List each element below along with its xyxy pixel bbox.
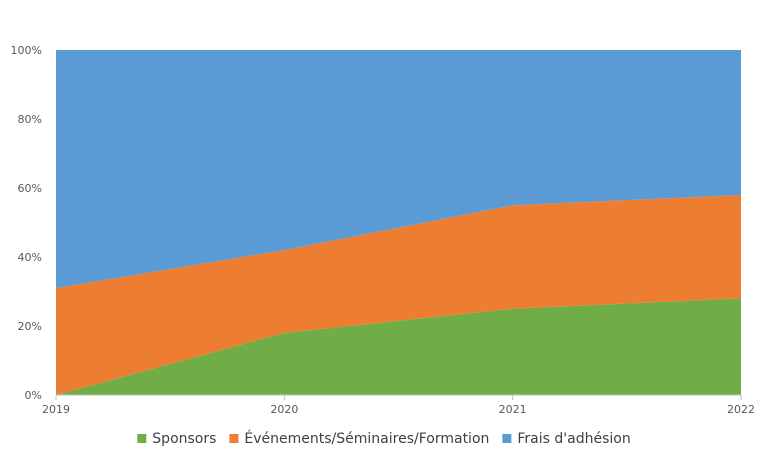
legend: Sponsors Événements/Séminaires/Formation F… — [137, 430, 631, 447]
y-tick-label: 0% — [25, 389, 42, 402]
area-series-2 — [56, 194, 741, 395]
legend-swatch-2 — [229, 434, 239, 443]
x-tick-label: 2022 — [727, 403, 755, 416]
legend-swatch-1 — [137, 434, 147, 443]
y-tick-label: 20% — [18, 320, 42, 333]
area-layer — [56, 50, 741, 395]
area-series-3 — [56, 50, 741, 289]
y-tick-label: 80% — [18, 113, 42, 126]
legend-label-3: Frais d'adhésion — [517, 431, 630, 447]
legend-label-2: Événements/Séminaires/Formation — [244, 430, 489, 447]
area-series-1 — [56, 298, 741, 395]
legend-swatch-3 — [502, 434, 512, 443]
x-tick-label: 2019 — [42, 403, 70, 416]
y-tick-label: 100% — [11, 44, 42, 57]
y-tick-label: 60% — [18, 182, 42, 195]
y-tick-label: 40% — [18, 251, 42, 264]
legend-label-1: Sponsors — [152, 431, 216, 447]
x-tick-label: 2020 — [270, 403, 298, 416]
axes-layer: 0% 20% 40% 60% 80% 100% 2019 2020 2021 2022 — [11, 44, 755, 416]
x-tick-label: 2021 — [499, 403, 527, 416]
